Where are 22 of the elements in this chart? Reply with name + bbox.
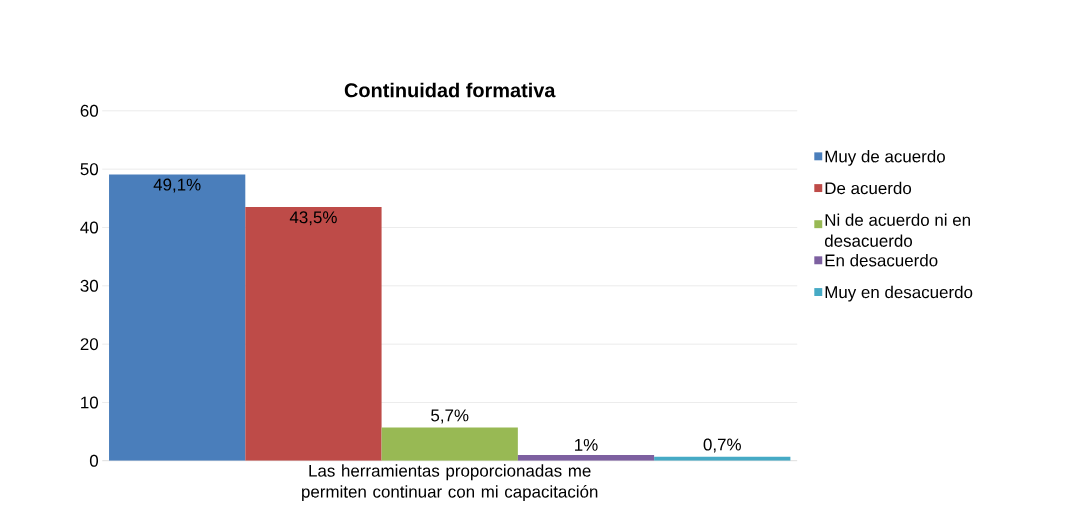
- data-label: 5,7%: [431, 409, 469, 424]
- y-tick-label: 40: [80, 221, 99, 234]
- x-tick-label: Las herramientas proporcionadas me permiten continuar con mi capacitación: [302, 464, 598, 502]
- legend-label: Muy en desacuerdo: [825, 285, 973, 302]
- legend-label: Ni de acuerdo ni en desacuerdo: [824, 213, 970, 247]
- legend-label: Muy de acuerdo: [825, 150, 945, 166]
- data-label: 1%: [575, 438, 598, 451]
- y-tick-label: 10: [81, 396, 99, 409]
- data-label: 43,5%: [289, 211, 337, 226]
- y-tick-label: 60: [80, 104, 99, 117]
- legend-label: De acuerdo: [825, 181, 912, 195]
- legend-label: En desacuerdo: [825, 253, 938, 267]
- y-tick-label: 0: [89, 454, 99, 467]
- y-tick-label: 20: [80, 338, 99, 351]
- bar: [381, 427, 518, 461]
- chart-title: Continuidad formativa: [344, 82, 556, 98]
- data-label: 49,1%: [153, 178, 201, 193]
- bar: [109, 174, 246, 461]
- bar: [245, 207, 382, 461]
- data-label: 0,7%: [703, 438, 741, 453]
- y-tick-label: 30: [80, 279, 99, 292]
- y-tick-label: 50: [80, 163, 99, 176]
